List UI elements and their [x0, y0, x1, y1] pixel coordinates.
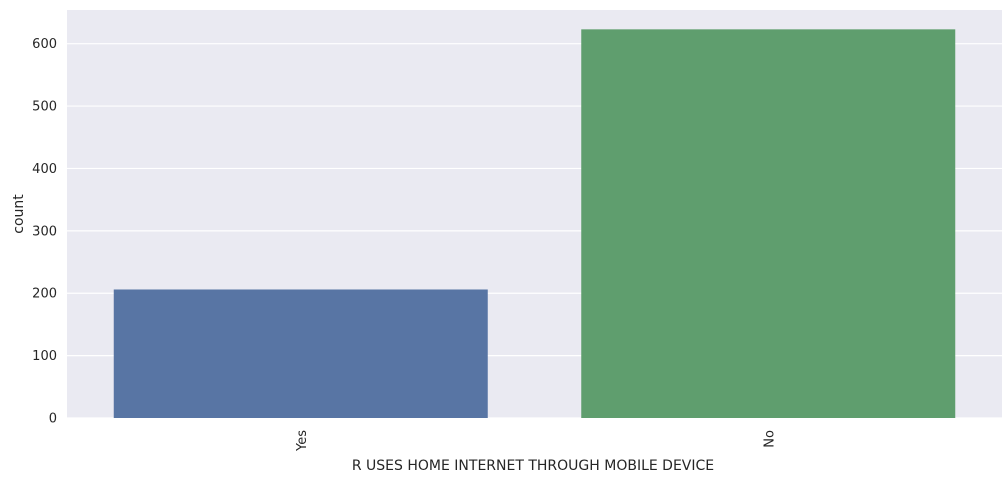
bar-no [581, 29, 956, 419]
bars [113, 29, 956, 419]
y-tick-labels: 0 100 200 300 400 500 600 [32, 37, 57, 426]
y-tick-label: 0 [49, 412, 57, 427]
y-tick-label: 500 [32, 100, 57, 115]
x-tick-labels: Yes No [295, 430, 778, 452]
x-tick-label-no: No [762, 430, 777, 448]
y-tick-label: 400 [32, 162, 57, 177]
y-tick-label: 200 [32, 287, 57, 302]
x-tick-label-yes: Yes [295, 430, 310, 452]
x-axis-label: R USES HOME INTERNET THROUGH MOBILE DEVI… [352, 458, 714, 474]
bar-yes [113, 289, 488, 418]
y-tick-label: 100 [32, 349, 57, 364]
y-tick-label: 300 [32, 224, 57, 239]
y-tick-label: 600 [32, 37, 57, 52]
y-axis-label: count [11, 194, 27, 234]
